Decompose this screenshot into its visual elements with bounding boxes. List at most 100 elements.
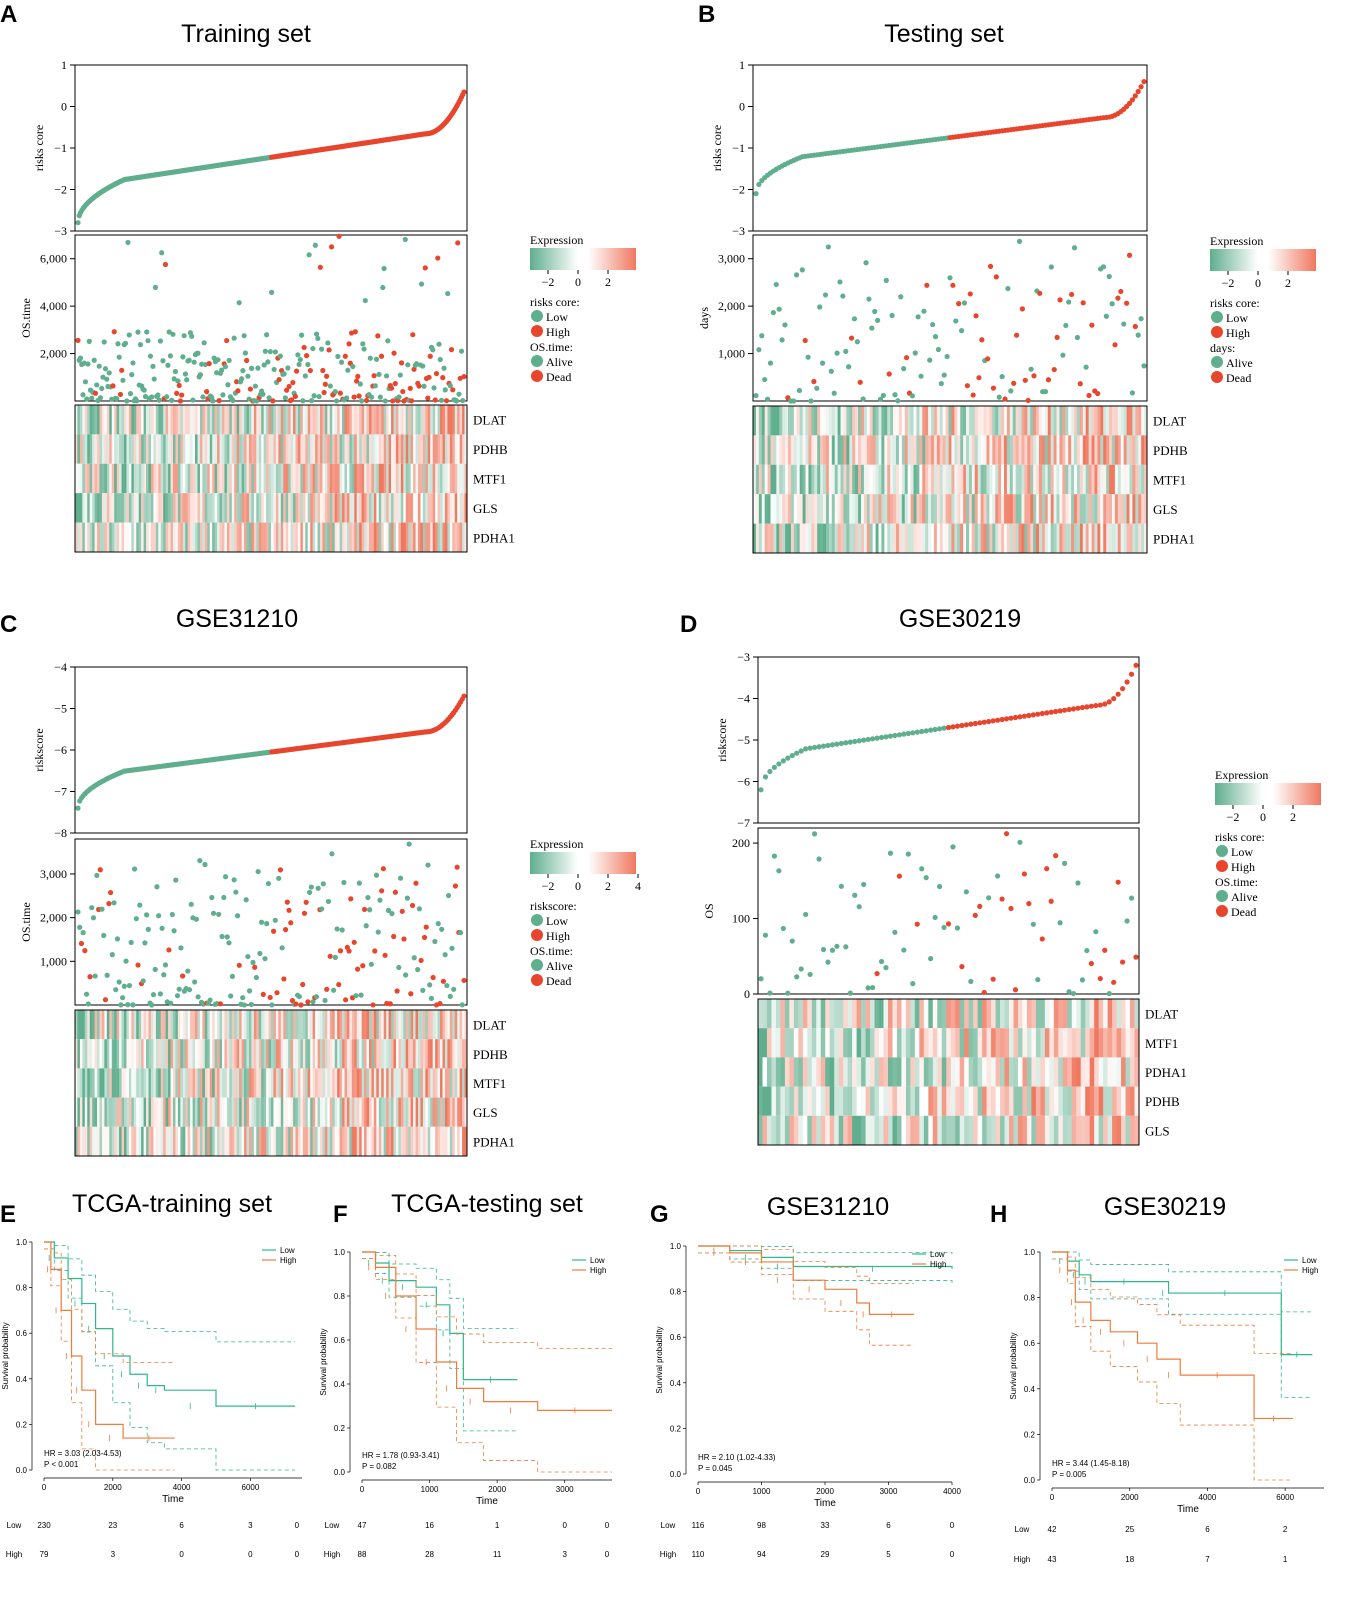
km-x-tick-label: 2000 (104, 1483, 122, 1492)
heatmap-cell (948, 464, 952, 495)
heatmap-cell (231, 522, 235, 552)
heatmap-cell (87, 463, 91, 494)
os-point (415, 967, 421, 973)
heatmap-cell (1114, 464, 1119, 495)
heatmap-cell (843, 435, 847, 465)
os-point (392, 889, 398, 895)
heatmap-cell (246, 1068, 250, 1098)
heatmap-cell (1058, 1028, 1064, 1058)
heatmap-cell (1015, 435, 1019, 465)
heatmap-cell (811, 1086, 817, 1116)
heatmap-cell (280, 1068, 284, 1098)
heatmap-cell (875, 494, 879, 524)
os-point (1080, 300, 1086, 306)
heatmap-cell (146, 463, 149, 494)
heatmap-cell (138, 405, 142, 435)
heatmap-cell (337, 1010, 340, 1040)
heatmap-cell (454, 1097, 458, 1127)
os-point (368, 961, 374, 967)
heatmap-cell (408, 1039, 412, 1069)
legend-alive-swatch (1211, 356, 1223, 368)
heatmap-cell (435, 463, 438, 494)
legend-dead-label: Dead (1226, 371, 1251, 385)
heatmap-cell (376, 1010, 380, 1040)
os-point (125, 239, 131, 246)
os-point (1066, 989, 1072, 995)
heatmap-cell (231, 493, 235, 523)
os-point (416, 906, 422, 912)
km-table-cell: 11 (493, 1550, 502, 1559)
heatmap-cell (121, 463, 125, 494)
heatmap-cell (928, 523, 932, 553)
heatmap-cell (180, 463, 184, 494)
heatmap-cell (869, 406, 874, 436)
heatmap-cell (779, 464, 783, 495)
heatmap-cell (925, 406, 929, 436)
heatmap-cell (1094, 523, 1098, 553)
heatmap-cell (246, 434, 250, 464)
heatmap-cell (175, 1126, 179, 1156)
heatmap-cell (1033, 406, 1037, 436)
heatmap-cell (1085, 1115, 1091, 1145)
gene-label-DLAT: DLAT (473, 413, 506, 428)
heatmap-cell (158, 1126, 162, 1156)
heatmap-cell (141, 522, 144, 552)
os-point (97, 867, 103, 873)
heatmap-cell (1091, 435, 1095, 465)
heatmap-cell (1068, 464, 1072, 495)
heatmap-cell (892, 1057, 898, 1087)
heatmap-cell (256, 522, 260, 552)
km-table-cell: 79 (40, 1550, 49, 1559)
heatmap-cell (1111, 494, 1116, 524)
heatmap-cell (1116, 1115, 1122, 1145)
heatmap-cell (403, 1097, 407, 1127)
heatmap-cell (275, 1126, 279, 1156)
heatmap-cell (293, 1068, 296, 1098)
heatmap-cell (1103, 435, 1107, 465)
heatmap-cell (190, 1068, 193, 1098)
heatmap-cell (295, 1097, 299, 1127)
os-point (301, 910, 308, 916)
heatmap-cell (1000, 1057, 1005, 1087)
heatmap-cell (302, 1010, 306, 1040)
os-point (950, 844, 956, 850)
km-table-cell: 29 (821, 1550, 830, 1559)
os-point (1022, 377, 1028, 383)
heatmap-cell (440, 434, 443, 464)
heatmap-cell (214, 434, 218, 464)
heatmap-cell (816, 1115, 822, 1145)
km-ci-upper-high (698, 1245, 914, 1285)
heatmap-cell (111, 1039, 115, 1069)
heatmap-cell (1098, 1057, 1104, 1087)
risk-point (1129, 97, 1136, 103)
heatmap-cell (268, 405, 272, 435)
heatmap-cell (214, 1039, 218, 1069)
os-point (305, 999, 311, 1005)
heatmap-cell (334, 522, 338, 552)
heatmap-cell (339, 434, 343, 464)
heatmap-cell (263, 1126, 267, 1156)
heatmap-cell (173, 493, 176, 523)
os-point (87, 974, 93, 980)
heatmap-cell (440, 1068, 443, 1098)
os-point (144, 329, 150, 335)
heatmap-cell (295, 1068, 299, 1098)
heatmap-cell (444, 405, 448, 435)
os-point (460, 397, 466, 404)
heatmap-cell (1121, 1115, 1126, 1145)
os-point (961, 300, 968, 306)
os-point (348, 896, 354, 902)
heatmap-cell (449, 1097, 453, 1127)
heatmap-cell (369, 434, 372, 464)
heatmap-cell (437, 1126, 441, 1156)
heatmap-cell (126, 1126, 130, 1156)
legend-high-swatch (531, 325, 543, 337)
heatmap-cell (256, 1126, 260, 1156)
heatmap-cell (1044, 406, 1049, 436)
heatmap-cell (290, 1126, 294, 1156)
heatmap-cell (400, 434, 404, 464)
os-point (266, 395, 272, 401)
heatmap-cell (268, 493, 272, 523)
heatmap-cell (420, 463, 424, 494)
os-point (822, 292, 829, 298)
